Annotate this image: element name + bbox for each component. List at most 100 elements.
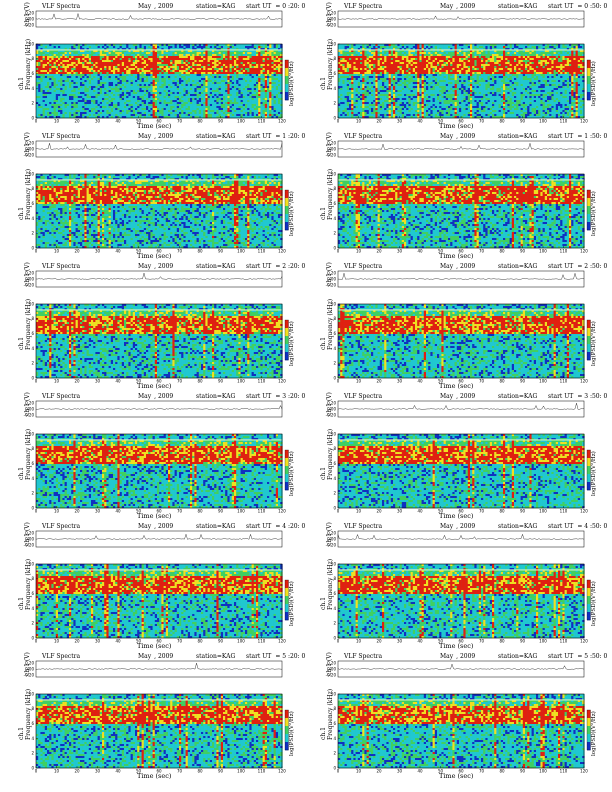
psd-cell [275,104,279,107]
psd-cell [152,88,155,91]
psd-cell [62,94,65,97]
psd-cell [174,66,177,69]
psd-cell [240,72,243,75]
psd-cell [95,64,98,67]
psd-cell [40,66,43,69]
psd-cell [181,48,184,51]
psd-cell [273,80,276,83]
psd-cell [130,90,133,93]
psd-cell [168,104,171,107]
psd-cell [77,50,81,53]
psd-cell [124,104,127,107]
psd-cell [249,52,252,55]
psd-cell [280,62,283,65]
psd-cell [62,44,65,47]
psd-cell [148,110,151,113]
psd-cell [198,46,202,49]
psd-cell [179,100,182,103]
psd-cell [256,100,259,103]
psd-cell [132,54,136,57]
psd-cell [159,74,162,77]
psd-cell [168,96,171,99]
psd-cell [146,110,149,113]
psd-cell [229,94,232,97]
psd-cell [51,86,54,89]
psd-cell [278,106,281,109]
psd-cell [143,46,147,49]
psd-cell [338,88,341,91]
psd-cell [161,80,164,83]
psd-cell [97,92,100,95]
psd-cell [351,116,354,119]
psd-cell [62,112,65,115]
psd-cell [242,72,246,75]
psd-cell [77,112,81,115]
psd-cell [225,114,228,117]
psd-cell [77,100,81,103]
psd-cell [44,116,48,119]
psd-cell [115,86,118,89]
psd-cell [42,102,45,105]
psd-cell [251,106,254,109]
psd-cell [214,92,217,95]
psd-cell [253,94,257,97]
psd-cell [99,46,103,49]
psd-cell [194,76,197,79]
psd-cell [117,48,120,51]
psd-cell [161,66,164,69]
psd-cell [346,72,350,75]
psd-cell [172,78,175,81]
psd-cell [223,66,226,69]
psd-cell [132,72,136,75]
psd-cell [194,72,197,75]
psd-cell [214,98,217,101]
psd-cell [42,96,45,99]
psd-cell [271,102,274,105]
psd-cell [53,64,56,67]
psd-cell [338,68,341,71]
psd-cell [44,100,48,103]
psd-cell [212,54,215,57]
psd-cell [269,98,272,101]
psd-cell [240,80,243,83]
psd-cell [170,112,173,115]
psd-cell [172,58,175,61]
psd-cell [220,62,224,65]
psd-cell [157,92,160,95]
psd-cell [209,74,213,77]
psd-cell [216,112,219,115]
psd-cell [130,82,133,85]
psd-cell [69,68,72,71]
psd-cell [55,46,59,49]
psd-cell [51,90,54,93]
psd-cell [49,90,52,93]
psd-cell [170,92,173,95]
psd-cell [174,86,177,89]
psd-cell [150,70,153,73]
psd-cell [256,72,259,75]
psd-cell [275,68,279,71]
psd-cell [66,106,70,109]
psd-cell [168,94,171,97]
psd-cell [227,66,230,69]
psd-cell [159,108,162,111]
panel-date: May, 2009 [440,3,475,10]
psd-cell [146,102,149,105]
psd-cell [225,102,228,105]
psd-cell [119,94,122,97]
psd-cell [273,82,276,85]
psd-cell [264,54,268,57]
psd-cell [84,90,87,93]
psd-cell [97,58,100,61]
psd-cell [203,90,206,93]
psd-cell [146,92,149,95]
psd-cell [88,80,92,83]
psd-cell [338,108,341,111]
psd-cell [86,66,89,69]
psd-cell [150,60,153,63]
psd-cell [165,116,169,119]
psd-cell [165,104,169,107]
psd-cell [262,104,265,107]
psd-cell [130,46,133,49]
psd-cell [181,62,184,65]
